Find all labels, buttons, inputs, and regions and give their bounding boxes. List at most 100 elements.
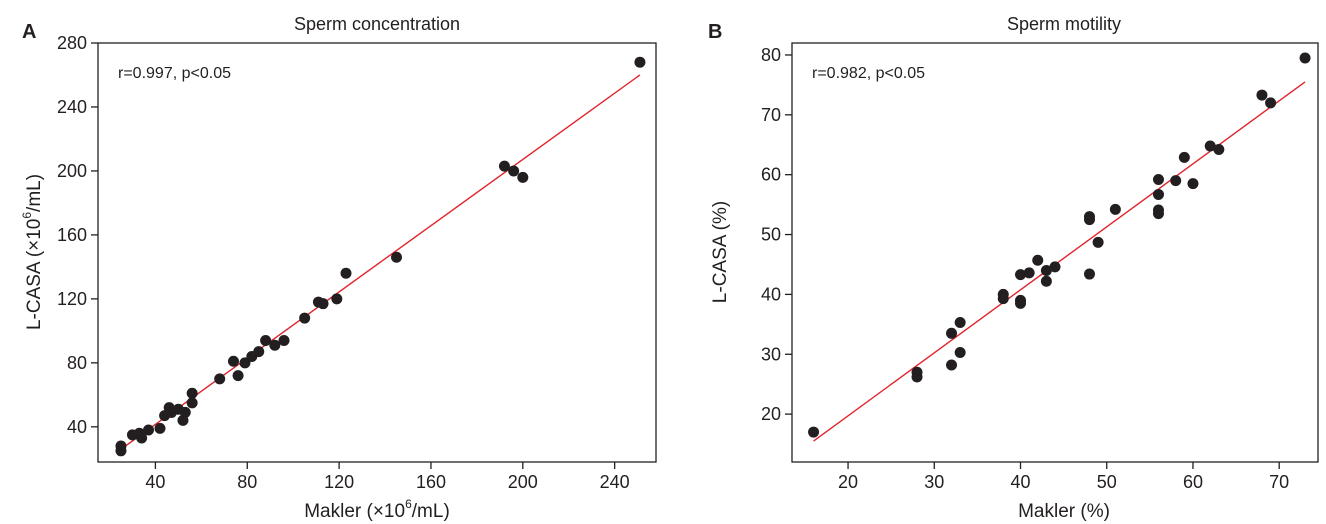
x-axis-label: Makler (%) bbox=[1018, 501, 1110, 522]
data-point bbox=[911, 371, 923, 383]
panel-label: B bbox=[708, 21, 722, 43]
data-point bbox=[997, 293, 1009, 305]
data-point bbox=[1023, 267, 1035, 279]
data-point bbox=[154, 422, 166, 434]
data-point bbox=[1040, 264, 1052, 276]
x-tick-label: 160 bbox=[416, 472, 446, 492]
data-point bbox=[1187, 178, 1199, 190]
data-point bbox=[1256, 89, 1268, 101]
x-axis-label-base: Makler (×10 bbox=[304, 501, 405, 522]
data-point bbox=[269, 339, 281, 351]
data-point bbox=[1040, 275, 1052, 287]
y-tick-label: 160 bbox=[57, 225, 87, 245]
data-point bbox=[214, 373, 226, 385]
plot-frame bbox=[791, 42, 1319, 463]
plot-frame bbox=[97, 42, 657, 463]
data-point bbox=[186, 397, 198, 409]
y-tick-label: 70 bbox=[761, 105, 781, 125]
y-tick-label: 200 bbox=[57, 161, 87, 181]
data-point bbox=[331, 293, 343, 305]
data-point bbox=[179, 406, 191, 418]
data-point bbox=[634, 56, 646, 68]
x-tick-label: 240 bbox=[600, 472, 630, 492]
panel-b-chart: B Sperm motility r=0.982, p<0.05 Makler … bbox=[708, 14, 1319, 522]
data-point bbox=[1152, 208, 1164, 220]
data-point bbox=[1213, 144, 1225, 156]
data-point bbox=[1032, 254, 1044, 266]
y-tick-label: 60 bbox=[761, 165, 781, 185]
x-axis-label-tail: /mL) bbox=[412, 501, 450, 522]
regression-line bbox=[813, 81, 1306, 442]
x-axis-label-base: Makler (%) bbox=[1018, 501, 1110, 522]
panel-a-chart: A Sperm concentration r=0.997, p<0.05 Ma… bbox=[20, 14, 657, 522]
x-tick-label: 30 bbox=[924, 472, 944, 492]
y-axis-label-tail: /mL) bbox=[24, 174, 45, 212]
data-point bbox=[1049, 261, 1061, 273]
x-tick-label: 40 bbox=[1010, 472, 1030, 492]
regression-line bbox=[120, 74, 641, 450]
x-tick-label: 70 bbox=[1269, 472, 1289, 492]
y-tick-label: 40 bbox=[761, 284, 781, 304]
data-point bbox=[136, 432, 148, 444]
data-point bbox=[278, 334, 290, 346]
x-axis-label: Makler (×106/mL) bbox=[304, 497, 450, 522]
y-tick-label: 30 bbox=[761, 344, 781, 364]
y-tick-label: 40 bbox=[67, 417, 87, 437]
y-axis-label-sup: 6 bbox=[20, 212, 34, 219]
data-point bbox=[391, 251, 403, 263]
data-point bbox=[1015, 297, 1027, 309]
y-tick-label: 80 bbox=[761, 45, 781, 65]
data-point bbox=[186, 387, 198, 399]
data-point bbox=[1083, 268, 1095, 280]
data-point bbox=[1170, 175, 1182, 187]
data-point bbox=[143, 424, 155, 436]
annotation-text: r=0.997, p<0.05 bbox=[118, 65, 231, 82]
data-point bbox=[517, 171, 529, 183]
data-point bbox=[1152, 188, 1164, 200]
y-tick-label: 50 bbox=[761, 225, 781, 245]
data-point bbox=[1299, 52, 1311, 64]
x-tick-label: 60 bbox=[1183, 472, 1203, 492]
x-axis-label-sup: 6 bbox=[405, 497, 412, 511]
y-axis-label: L-CASA (%) bbox=[710, 201, 731, 303]
data-point bbox=[1178, 151, 1190, 163]
x-tick-label: 40 bbox=[145, 472, 165, 492]
data-point bbox=[1204, 140, 1216, 152]
data-point bbox=[299, 312, 311, 324]
panel-label: A bbox=[22, 21, 36, 43]
data-point bbox=[239, 357, 251, 369]
x-tick-label: 50 bbox=[1097, 472, 1117, 492]
x-tick-label: 80 bbox=[237, 472, 257, 492]
y-tick-label: 80 bbox=[67, 353, 87, 373]
y-tick-label: 120 bbox=[57, 289, 87, 309]
annotation-text: r=0.982, p<0.05 bbox=[812, 65, 925, 82]
data-point bbox=[1015, 269, 1027, 281]
y-tick-label: 280 bbox=[57, 33, 87, 53]
data-point bbox=[1092, 236, 1104, 248]
data-point bbox=[954, 317, 966, 329]
data-point bbox=[317, 298, 329, 310]
y-axis-label-base: L-CASA (%) bbox=[710, 201, 731, 303]
data-point bbox=[260, 334, 272, 346]
data-point bbox=[954, 346, 966, 358]
y-axis-label: L-CASA (×106/mL) bbox=[20, 174, 45, 330]
data-point bbox=[232, 370, 244, 382]
y-tick-label: 20 bbox=[761, 404, 781, 424]
data-point bbox=[253, 346, 265, 358]
chart-title: Sperm motility bbox=[1007, 14, 1121, 34]
y-tick-label: 240 bbox=[57, 97, 87, 117]
data-point bbox=[498, 160, 510, 172]
data-point bbox=[946, 327, 958, 339]
x-tick-label: 120 bbox=[324, 472, 354, 492]
data-point bbox=[946, 359, 958, 371]
chart-title: Sperm concentration bbox=[294, 14, 460, 34]
data-point bbox=[1109, 203, 1121, 215]
x-tick-label: 20 bbox=[838, 472, 858, 492]
data-point bbox=[227, 355, 239, 367]
data-point bbox=[115, 445, 127, 457]
data-point bbox=[808, 426, 820, 438]
x-tick-label: 200 bbox=[508, 472, 538, 492]
data-point bbox=[1265, 97, 1277, 109]
data-point bbox=[1083, 214, 1095, 226]
data-point bbox=[1152, 173, 1164, 185]
